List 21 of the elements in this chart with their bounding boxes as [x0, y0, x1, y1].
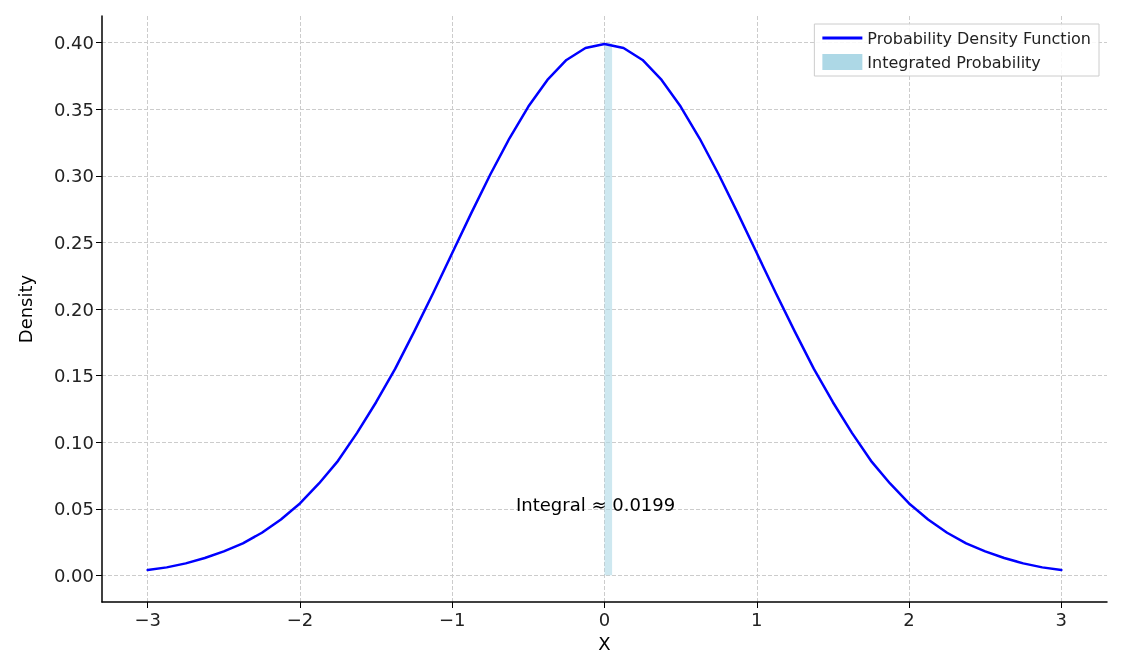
y-axis-title: Density	[14, 274, 36, 344]
y-tick-label: 0.15	[53, 365, 94, 387]
x-tick-label: 0	[598, 608, 611, 630]
x-tick-label: −3	[134, 608, 161, 630]
y-tick-label: 0.30	[53, 165, 94, 187]
y-tick-label: 0.35	[53, 98, 94, 120]
x-tick-label: 3	[1055, 608, 1068, 630]
x-tick-label: 2	[903, 608, 915, 630]
y-tick-label: 0.20	[53, 298, 94, 320]
legend-label: Integrated Probability	[867, 52, 1041, 72]
y-tick-label: 0.40	[53, 32, 94, 54]
y-tick-label: 0.00	[53, 564, 94, 586]
annotation: Integral ≈ 0.0199	[516, 493, 676, 515]
y-tick-label: 0.10	[53, 431, 94, 453]
x-axis-title: X	[598, 632, 611, 654]
x-tick-label: 1	[751, 608, 763, 630]
y-tick-label: 0.05	[53, 498, 94, 520]
x-tick-label: −2	[286, 608, 314, 630]
legend-label: Probability Density Function	[867, 28, 1092, 48]
x-tick-label: −1	[438, 608, 466, 630]
y-tick-label: 0.25	[53, 231, 94, 253]
